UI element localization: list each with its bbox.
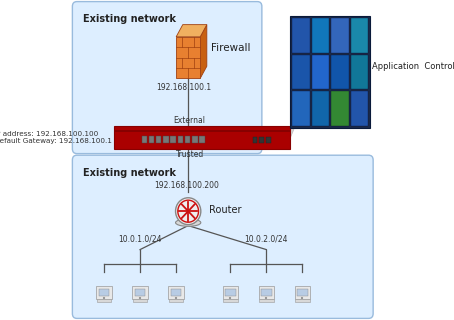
FancyBboxPatch shape xyxy=(171,289,182,296)
Text: Existing network: Existing network xyxy=(83,14,176,24)
FancyBboxPatch shape xyxy=(297,299,308,300)
Text: 10.0.1.0/24: 10.0.1.0/24 xyxy=(118,235,162,244)
FancyBboxPatch shape xyxy=(312,18,330,53)
FancyBboxPatch shape xyxy=(331,18,349,53)
FancyBboxPatch shape xyxy=(135,299,145,300)
Polygon shape xyxy=(200,25,207,78)
Text: Application  Control: Application Control xyxy=(372,62,454,71)
FancyBboxPatch shape xyxy=(178,136,183,143)
FancyBboxPatch shape xyxy=(170,136,176,143)
FancyBboxPatch shape xyxy=(222,286,238,299)
FancyBboxPatch shape xyxy=(168,286,184,299)
FancyBboxPatch shape xyxy=(133,300,147,301)
FancyBboxPatch shape xyxy=(292,18,310,53)
FancyBboxPatch shape xyxy=(156,136,162,143)
FancyBboxPatch shape xyxy=(253,138,257,143)
FancyBboxPatch shape xyxy=(291,16,370,128)
FancyBboxPatch shape xyxy=(72,2,262,154)
FancyBboxPatch shape xyxy=(259,300,274,301)
FancyBboxPatch shape xyxy=(199,136,205,143)
Text: External: External xyxy=(174,116,206,125)
FancyBboxPatch shape xyxy=(292,91,310,126)
FancyBboxPatch shape xyxy=(171,299,182,300)
FancyBboxPatch shape xyxy=(331,55,349,89)
FancyBboxPatch shape xyxy=(350,55,368,89)
Polygon shape xyxy=(176,37,200,78)
FancyBboxPatch shape xyxy=(261,289,271,296)
FancyBboxPatch shape xyxy=(350,18,368,53)
FancyBboxPatch shape xyxy=(297,289,308,296)
FancyBboxPatch shape xyxy=(292,55,310,89)
Text: 192.168.100.200: 192.168.100.200 xyxy=(154,181,219,190)
Ellipse shape xyxy=(176,219,201,226)
FancyBboxPatch shape xyxy=(261,299,272,300)
FancyBboxPatch shape xyxy=(295,286,310,299)
FancyBboxPatch shape xyxy=(295,300,310,301)
Text: Trusted: Trusted xyxy=(176,150,204,159)
FancyBboxPatch shape xyxy=(350,91,368,126)
Text: 192.168.100.1: 192.168.100.1 xyxy=(156,83,211,92)
FancyBboxPatch shape xyxy=(72,155,373,318)
FancyBboxPatch shape xyxy=(169,300,183,301)
FancyBboxPatch shape xyxy=(223,300,237,301)
FancyBboxPatch shape xyxy=(312,55,330,89)
FancyBboxPatch shape xyxy=(259,286,274,299)
FancyBboxPatch shape xyxy=(114,126,291,149)
FancyBboxPatch shape xyxy=(135,289,145,296)
FancyBboxPatch shape xyxy=(225,299,236,300)
FancyBboxPatch shape xyxy=(225,289,236,296)
FancyBboxPatch shape xyxy=(97,300,111,301)
Circle shape xyxy=(176,198,201,225)
Polygon shape xyxy=(176,25,207,37)
FancyBboxPatch shape xyxy=(99,289,109,296)
FancyBboxPatch shape xyxy=(331,91,349,126)
Text: Router: Router xyxy=(209,204,242,215)
Text: Existing network: Existing network xyxy=(83,168,176,178)
Polygon shape xyxy=(291,16,294,138)
FancyBboxPatch shape xyxy=(259,138,264,143)
FancyBboxPatch shape xyxy=(142,136,147,143)
Text: Firewall: Firewall xyxy=(211,43,250,53)
FancyBboxPatch shape xyxy=(163,136,168,143)
FancyBboxPatch shape xyxy=(114,130,291,132)
FancyBboxPatch shape xyxy=(96,286,112,299)
FancyBboxPatch shape xyxy=(192,136,197,143)
Text: IP address: 192.168.100.100
Default Gateway: 192.168.100.1: IP address: 192.168.100.100 Default Gate… xyxy=(0,131,112,144)
Text: 10.0.2.0/24: 10.0.2.0/24 xyxy=(245,235,288,244)
FancyBboxPatch shape xyxy=(312,91,330,126)
FancyBboxPatch shape xyxy=(149,136,154,143)
FancyBboxPatch shape xyxy=(266,138,271,143)
FancyBboxPatch shape xyxy=(185,136,190,143)
FancyBboxPatch shape xyxy=(133,286,148,299)
FancyBboxPatch shape xyxy=(99,299,109,300)
